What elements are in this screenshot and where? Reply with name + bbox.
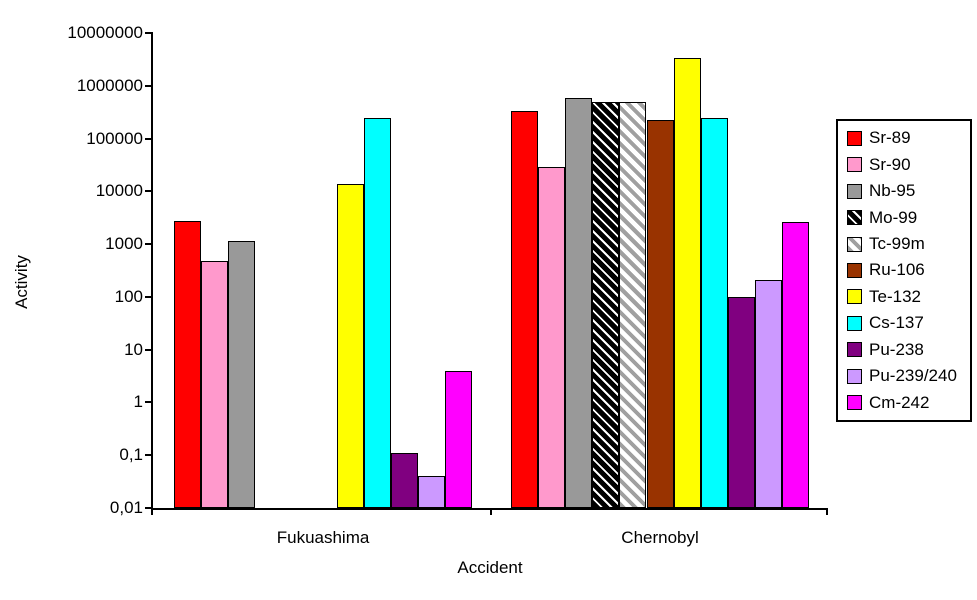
legend-label: Sr-90 xyxy=(869,154,911,174)
y-tick-mark xyxy=(145,190,153,193)
y-tick-mark xyxy=(145,243,153,246)
legend-item-Te-132: Te-132 xyxy=(838,286,970,306)
legend-swatch-icon xyxy=(847,130,862,146)
y-tick-mark xyxy=(145,295,153,298)
x-tick-mark xyxy=(826,508,828,515)
category-label-chernobyl: Chernobyl xyxy=(621,528,699,547)
y-tick-label: 0,01 xyxy=(109,498,143,517)
y-tick-mark xyxy=(145,137,153,140)
bar-Sr-89-Chernobyl xyxy=(511,111,539,508)
bar-Pu-239/240-Chernobyl xyxy=(754,279,782,508)
y-tick-label: 10000000 xyxy=(67,23,143,42)
bar-Te-132-Fukuashima xyxy=(336,183,364,508)
bar-Cm-242-Fukuashima xyxy=(445,370,473,508)
plot-area xyxy=(151,33,828,510)
legend-item-Mo-99: Mo-99 xyxy=(838,207,970,227)
legend-item-Pu-238: Pu-238 xyxy=(838,339,970,359)
bar-Te-132-Chernobyl xyxy=(673,57,701,508)
legend-item-Sr-89: Sr-89 xyxy=(838,129,970,147)
bar-Cs-137-Fukuashima xyxy=(363,117,391,508)
legend-label: Mo-99 xyxy=(869,207,918,227)
bar-Cs-137-Chernobyl xyxy=(700,117,728,508)
legend-label: Sr-89 xyxy=(869,128,911,148)
bar-Sr-90-Fukuashima xyxy=(201,260,229,508)
bar-Pu-238-Fukuashima xyxy=(390,453,418,508)
y-tick-mark xyxy=(145,401,153,404)
y-axis-title: Activity xyxy=(12,255,31,309)
legend-label: Ru-106 xyxy=(869,260,925,280)
bar-Cm-242-Chernobyl xyxy=(782,222,810,508)
legend-item-Ru-106: Ru-106 xyxy=(838,261,970,279)
legend-item-Cs-137: Cs-137 xyxy=(838,314,970,332)
y-tick-label: 1000000 xyxy=(76,75,143,95)
legend-label: Cm-242 xyxy=(869,392,930,412)
y-tick-mark xyxy=(145,454,153,457)
legend-swatch-icon xyxy=(847,157,862,173)
bar-Sr-89-Fukuashima xyxy=(174,220,202,508)
y-tick-mark xyxy=(145,507,153,509)
legend-label: Pu-238 xyxy=(869,339,924,359)
legend-item-Cm-242: Cm-242 xyxy=(838,392,970,412)
bar-Pu-238-Chernobyl xyxy=(727,296,755,508)
y-tick-mark xyxy=(145,32,153,34)
bar-Nb-95-Fukuashima xyxy=(228,240,256,508)
legend-swatch-icon xyxy=(847,262,862,278)
legend-item-Tc-99m: Tc-99m xyxy=(838,235,970,253)
legend: Sr-89 Sr-90 Nb-95 Mo-99 Tc-99m Ru-106 Te-132 Cs… xyxy=(836,119,972,422)
bar-Sr-90-Chernobyl xyxy=(538,166,566,508)
legend-swatch-icon xyxy=(847,315,862,331)
legend-swatch-icon xyxy=(847,289,862,305)
x-tick-mark xyxy=(490,508,492,515)
category-label-fukuashima: Fukuashima xyxy=(276,528,370,547)
x-tick-mark xyxy=(151,508,153,515)
y-tick-label: 1 xyxy=(133,392,143,412)
y-tick-label: 10000 xyxy=(95,181,143,201)
y-tick-label: 1000 xyxy=(105,234,143,254)
legend-label: Tc-99m xyxy=(869,234,925,254)
legend-swatch-icon xyxy=(847,183,862,199)
y-tick-label: 100000 xyxy=(86,128,143,148)
bar-Mo-99-Chernobyl xyxy=(592,101,620,508)
legend-label: Te-132 xyxy=(869,286,921,306)
x-axis-title: Accident xyxy=(457,558,523,577)
legend-swatch-icon xyxy=(847,395,862,411)
legend-swatch-icon xyxy=(847,236,862,252)
legend-label: Pu-239/240 xyxy=(869,366,957,386)
y-tick-mark xyxy=(145,348,153,351)
legend-swatch-icon xyxy=(847,210,862,226)
legend-swatch-icon xyxy=(847,342,862,358)
legend-label: Nb-95 xyxy=(869,181,916,201)
bar-Ru-106-Chernobyl xyxy=(646,120,674,508)
legend-item-Pu-239/240: Pu-239/240 xyxy=(838,367,970,385)
y-tick-label: 0,1 xyxy=(119,445,143,465)
legend-item-Sr-90: Sr-90 xyxy=(838,154,970,174)
legend-item-Nb-95: Nb-95 xyxy=(838,182,970,200)
legend-swatch-icon xyxy=(847,368,862,384)
bars-layer xyxy=(153,33,828,508)
y-tick-label: 10 xyxy=(124,339,143,359)
legend-label: Cs-137 xyxy=(869,313,924,333)
bar-Pu-239/240-Fukuashima xyxy=(417,476,445,508)
bar-Nb-95-Chernobyl xyxy=(565,98,593,508)
y-tick-label: 100 xyxy=(114,286,143,306)
y-tick-mark xyxy=(145,84,153,87)
bar-Tc-99m-Chernobyl xyxy=(619,102,647,508)
